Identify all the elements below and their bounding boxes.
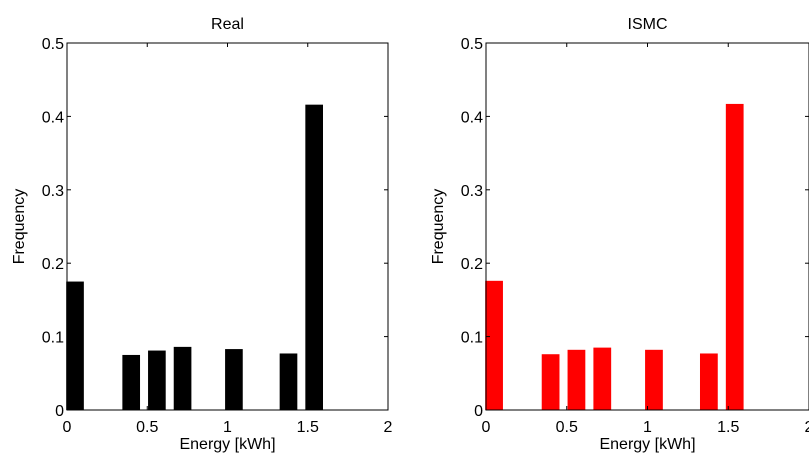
y-tick-label: 0.4 xyxy=(461,109,483,126)
x-tick-label: 0 xyxy=(482,419,491,436)
chart-real: 0 0.5 1 1.5 2 0 0.1 0.2 0.3 0.4 0.5 Real Energy [kWh… xyxy=(11,16,393,453)
y-tick-label: 0 xyxy=(474,403,483,420)
y-tick-label: 0.5 xyxy=(461,36,483,53)
chart-title: ISMC xyxy=(628,16,668,33)
y-tick-label: 0.4 xyxy=(42,109,64,126)
x-axis-label: Energy [kWh] xyxy=(179,436,275,453)
bar xyxy=(593,347,612,410)
y-tick-label: 0.2 xyxy=(461,256,483,273)
x-tick-label: 1.5 xyxy=(297,419,319,436)
bar xyxy=(485,280,503,410)
y-tick-label: 0.3 xyxy=(42,183,64,200)
bar xyxy=(725,103,744,411)
bar xyxy=(567,349,586,410)
y-axis-label: Frequency xyxy=(430,189,447,265)
bar xyxy=(148,350,166,410)
x-axis-label: Energy [kWh] xyxy=(599,436,695,453)
y-tick-label: 0.3 xyxy=(461,183,483,200)
chart-ismc: 0 0.5 1 1.5 2 0 0.1 0.2 0.3 0.4 0.5 ISMC Energy [kWh… xyxy=(430,16,809,453)
y-axis-label: Frequency xyxy=(11,189,28,265)
bar xyxy=(66,281,84,410)
y-tick-label: 0 xyxy=(55,403,64,420)
x-tick-label: 2 xyxy=(805,419,809,436)
x-tick-label: 1 xyxy=(223,419,232,436)
y-tick-label: 0.1 xyxy=(461,330,483,347)
bar xyxy=(279,353,298,410)
bar xyxy=(305,104,323,410)
chart-title: Real xyxy=(211,16,244,33)
x-tick-label: 0.5 xyxy=(136,419,158,436)
x-tick-label: 1.5 xyxy=(717,419,739,436)
bar xyxy=(173,346,192,410)
x-tick-label: 1 xyxy=(643,419,652,436)
bar xyxy=(699,353,718,410)
bar xyxy=(541,354,560,410)
y-tick-label: 0.5 xyxy=(42,36,64,53)
x-tick-label: 0.5 xyxy=(556,419,578,436)
y-tick-label: 0.2 xyxy=(42,256,64,273)
y-tick-label: 0.1 xyxy=(42,330,64,347)
bar xyxy=(645,349,663,410)
x-tick-label: 0 xyxy=(63,419,72,436)
bar xyxy=(122,354,141,410)
x-tick-label: 2 xyxy=(384,419,393,436)
bar xyxy=(225,349,243,410)
